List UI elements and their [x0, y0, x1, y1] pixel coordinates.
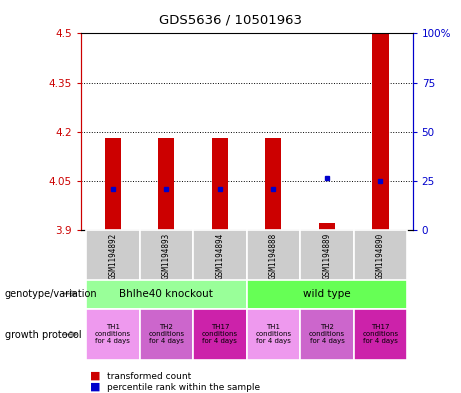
Bar — [247, 230, 300, 281]
Text: TH2
conditions
for 4 days: TH2 conditions for 4 days — [309, 324, 345, 344]
Text: Bhlhe40 knockout: Bhlhe40 knockout — [119, 289, 213, 299]
Bar — [105, 138, 121, 230]
Text: growth protocol: growth protocol — [5, 330, 81, 340]
Bar — [86, 230, 140, 281]
Bar — [266, 138, 281, 230]
Text: GSM1194894: GSM1194894 — [215, 232, 225, 279]
Bar — [354, 230, 407, 281]
Text: GSM1194888: GSM1194888 — [269, 232, 278, 279]
Text: GSM1194892: GSM1194892 — [108, 232, 117, 279]
Bar — [300, 230, 354, 281]
Bar — [354, 309, 407, 360]
Text: GDS5636 / 10501963: GDS5636 / 10501963 — [159, 14, 302, 27]
Text: TH17
conditions
for 4 days: TH17 conditions for 4 days — [362, 324, 399, 344]
Bar — [158, 138, 174, 230]
Text: genotype/variation: genotype/variation — [5, 289, 97, 299]
Text: GSM1194890: GSM1194890 — [376, 232, 385, 279]
Bar — [212, 138, 228, 230]
Text: ■: ■ — [90, 382, 100, 392]
Text: TH1
conditions
for 4 days: TH1 conditions for 4 days — [255, 324, 291, 344]
Text: GSM1194893: GSM1194893 — [162, 232, 171, 279]
Bar — [247, 309, 300, 360]
Text: percentile rank within the sample: percentile rank within the sample — [107, 383, 260, 391]
Bar — [140, 309, 193, 360]
Bar — [372, 33, 389, 230]
Bar — [300, 309, 354, 360]
Bar — [86, 309, 140, 360]
Text: GSM1194889: GSM1194889 — [322, 232, 331, 279]
Text: TH17
conditions
for 4 days: TH17 conditions for 4 days — [202, 324, 238, 344]
Text: TH1
conditions
for 4 days: TH1 conditions for 4 days — [95, 324, 131, 344]
Text: TH2
conditions
for 4 days: TH2 conditions for 4 days — [148, 324, 184, 344]
Text: ■: ■ — [90, 371, 100, 381]
Text: wild type: wild type — [303, 289, 351, 299]
Bar — [193, 230, 247, 281]
Bar — [86, 280, 247, 309]
Bar — [193, 309, 247, 360]
Bar — [319, 223, 335, 230]
Bar — [247, 280, 407, 309]
Bar — [140, 230, 193, 281]
Text: transformed count: transformed count — [107, 372, 192, 380]
